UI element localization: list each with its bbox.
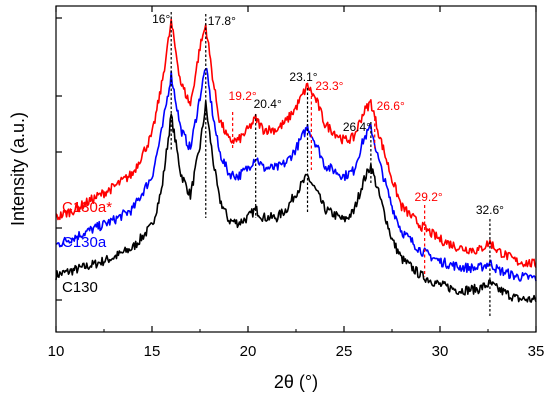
series-line-c130a (55, 67, 537, 282)
series-line-c130 (55, 100, 537, 303)
peak-label-26-4: 26.4° (343, 120, 371, 134)
x-tick-label: 30 (432, 343, 449, 360)
series-label-c130a-: C130a* (62, 199, 112, 216)
y-axis-title: Intensity (a.u.) (8, 112, 28, 226)
x-tick-label: 35 (528, 343, 545, 360)
peak-label-16: 16° (152, 12, 170, 26)
x-tick-label: 20 (240, 343, 257, 360)
peak-annotations: 16° 17.8° 19.2°20.4° 23.1°23.3° 26.4° 26.6° 29… (152, 12, 504, 217)
peak-label-20-4: 20.4° (254, 97, 282, 111)
x-tick-label: 15 (144, 343, 161, 360)
peak-label-29-2: 29.2° (415, 190, 443, 204)
reference-lines (170, 12, 491, 318)
axis-ticks: 10 15 20 25 30 35 (48, 6, 545, 360)
series-labels: C130 C130a C130a* (62, 199, 112, 296)
peak-label-23-1: 23.1° (289, 70, 317, 84)
series-curves (55, 18, 537, 303)
x-tick-label: 25 (336, 343, 353, 360)
peak-label-32-6: 32.6° (476, 203, 504, 217)
peak-label-23-3: 23.3° (315, 79, 343, 93)
x-axis-title: 2θ (°) (274, 372, 318, 392)
peak-label-19-2: 19.2° (229, 89, 257, 103)
x-tick-label: 10 (48, 343, 65, 360)
series-label-c130: C130 (62, 279, 98, 296)
plot-frame (55, 5, 537, 333)
peak-label-26-6: 26.6° (377, 99, 405, 113)
series-label-c130a: C130a (62, 234, 107, 251)
series-line-c130a- (55, 18, 537, 268)
peak-label-17-8: 17.8° (208, 14, 236, 28)
